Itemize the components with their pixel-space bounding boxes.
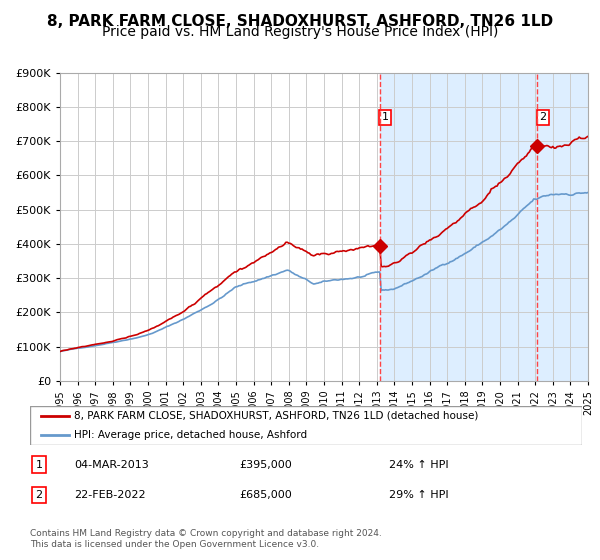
Text: 2: 2: [539, 113, 547, 122]
Text: HPI: Average price, detached house, Ashford: HPI: Average price, detached house, Ashf…: [74, 431, 307, 440]
Text: £685,000: £685,000: [240, 490, 293, 500]
Text: 8, PARK FARM CLOSE, SHADOXHURST, ASHFORD, TN26 1LD: 8, PARK FARM CLOSE, SHADOXHURST, ASHFORD…: [47, 14, 553, 29]
Bar: [380, 73, 588, 381]
Text: 2: 2: [35, 490, 43, 500]
Text: 8, PARK FARM CLOSE, SHADOXHURST, ASHFORD, TN26 1LD (detached house): 8, PARK FARM CLOSE, SHADOXHURST, ASHFORD…: [74, 411, 479, 421]
FancyBboxPatch shape: [30, 406, 582, 445]
Text: £395,000: £395,000: [240, 460, 293, 470]
Text: 22-FEB-2022: 22-FEB-2022: [74, 490, 146, 500]
Text: 1: 1: [35, 460, 43, 470]
Text: Contains HM Land Registry data © Crown copyright and database right 2024.
This d: Contains HM Land Registry data © Crown c…: [30, 529, 382, 549]
Text: 24% ↑ HPI: 24% ↑ HPI: [389, 460, 448, 470]
Text: 29% ↑ HPI: 29% ↑ HPI: [389, 490, 448, 500]
Text: Price paid vs. HM Land Registry's House Price Index (HPI): Price paid vs. HM Land Registry's House …: [102, 25, 498, 39]
Text: 04-MAR-2013: 04-MAR-2013: [74, 460, 149, 470]
Text: 1: 1: [382, 113, 389, 122]
